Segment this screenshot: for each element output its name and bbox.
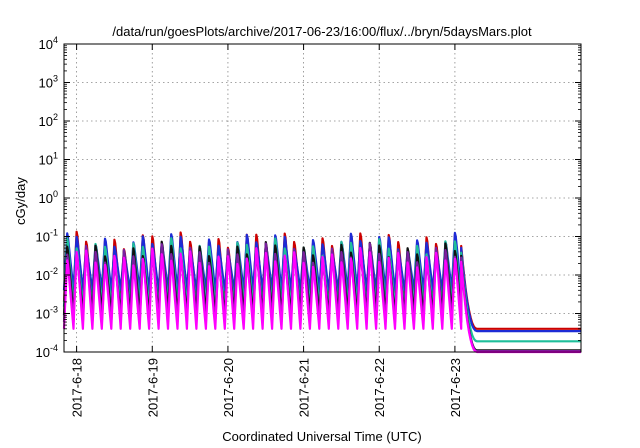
y-tick-label: 104 — [39, 35, 58, 52]
series-line — [62, 246, 581, 354]
x-axis-label: Coordinated Universal Time (UTC) — [222, 429, 421, 444]
chart-title: /data/run/goesPlots/archive/2017-06-23/1… — [112, 24, 532, 39]
axis-ticks — [64, 43, 581, 353]
y-tick-label: 103 — [39, 74, 58, 91]
y-tick-label: 10-3 — [36, 305, 58, 322]
y-tick-label: 10-1 — [36, 228, 58, 245]
y-axis-label: cGy/day — [13, 177, 28, 225]
y-tick-label: 10-4 — [36, 343, 58, 360]
x-tick-labels: 2017-6-18 2017-6-19 2017-6-20 2017-6-21 2017… — [70, 358, 463, 417]
x-tick-label: 2017-6-20 — [221, 358, 236, 417]
x-tick-label: 2017-6-21 — [297, 358, 312, 417]
y-tick-label: 101 — [39, 151, 58, 168]
y-tick-label: 100 — [39, 189, 58, 206]
series-group — [62, 230, 581, 354]
x-tick-label: 2017-6-23 — [448, 358, 463, 417]
y-tick-label: 102 — [39, 112, 58, 129]
x-tick-label: 2017-6-19 — [145, 358, 160, 417]
y-tick-label: 10-2 — [36, 266, 58, 283]
x-tick-label: 2017-6-18 — [70, 358, 85, 417]
y-tick-labels: 10-4 10-3 10-2 10-1 100 101 102 103 104 — [36, 35, 58, 360]
x-tick-label: 2017-6-22 — [372, 358, 387, 417]
